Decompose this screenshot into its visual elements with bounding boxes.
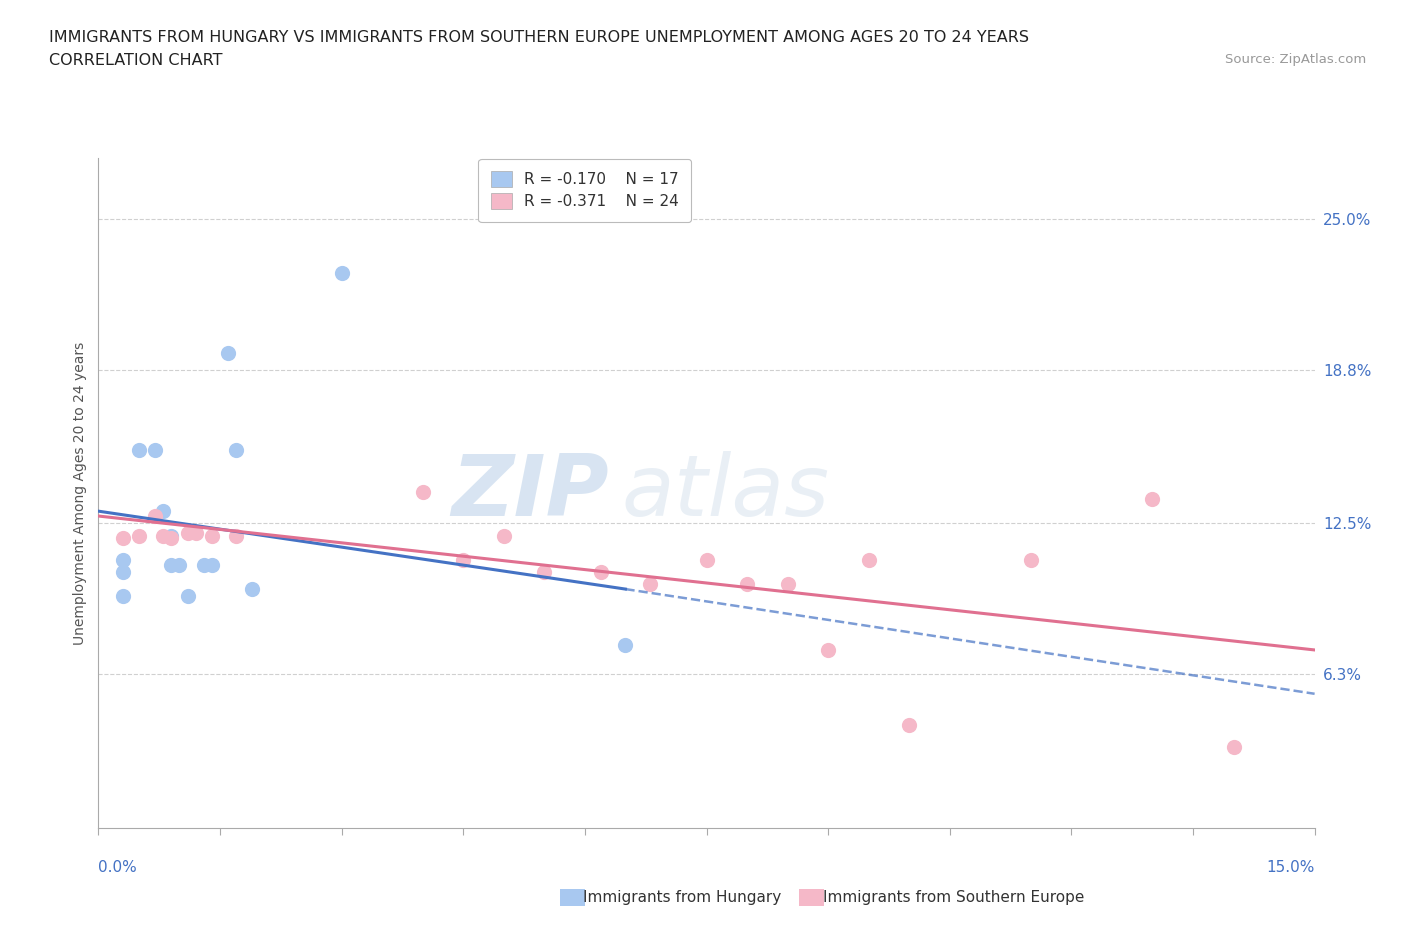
- Point: [817, 643, 839, 658]
- Point: [858, 552, 880, 567]
- Point: [1019, 552, 1042, 567]
- Legend: R = -0.170    N = 17, R = -0.371    N = 24: R = -0.170 N = 17, R = -0.371 N = 24: [478, 159, 692, 221]
- Point: [696, 552, 718, 567]
- Point: [225, 443, 247, 458]
- Text: CORRELATION CHART: CORRELATION CHART: [49, 53, 222, 68]
- Text: atlas: atlas: [621, 451, 830, 535]
- FancyBboxPatch shape: [799, 889, 824, 906]
- Point: [160, 530, 183, 545]
- Point: [176, 525, 198, 540]
- Point: [242, 581, 264, 596]
- Point: [169, 557, 191, 572]
- Text: IMMIGRANTS FROM HUNGARY VS IMMIGRANTS FROM SOUTHERN EUROPE UNEMPLOYMENT AMONG AG: IMMIGRANTS FROM HUNGARY VS IMMIGRANTS FR…: [49, 30, 1029, 45]
- Point: [152, 528, 174, 543]
- Text: Immigrants from Hungary: Immigrants from Hungary: [583, 890, 782, 905]
- Y-axis label: Unemployment Among Ages 20 to 24 years: Unemployment Among Ages 20 to 24 years: [73, 341, 87, 644]
- Point: [201, 557, 224, 572]
- Point: [176, 589, 198, 604]
- Point: [614, 638, 637, 653]
- Point: [533, 565, 555, 579]
- Point: [111, 530, 134, 545]
- Point: [735, 577, 758, 591]
- Point: [128, 443, 150, 458]
- Point: [193, 557, 215, 572]
- Point: [1142, 492, 1164, 507]
- Point: [330, 265, 353, 280]
- Text: Source: ZipAtlas.com: Source: ZipAtlas.com: [1226, 53, 1367, 66]
- Point: [111, 565, 134, 579]
- Point: [111, 589, 134, 604]
- Point: [492, 528, 515, 543]
- Point: [776, 577, 799, 591]
- Point: [217, 345, 239, 360]
- Point: [412, 485, 434, 499]
- Point: [638, 577, 661, 591]
- Point: [152, 504, 174, 519]
- Point: [160, 557, 183, 572]
- FancyBboxPatch shape: [560, 889, 585, 906]
- Point: [184, 525, 207, 540]
- Point: [160, 528, 183, 543]
- Point: [1222, 740, 1244, 755]
- Point: [111, 552, 134, 567]
- Point: [453, 552, 475, 567]
- Point: [591, 565, 613, 579]
- Point: [225, 528, 247, 543]
- Text: 15.0%: 15.0%: [1267, 860, 1315, 875]
- Point: [201, 528, 224, 543]
- Text: Immigrants from Southern Europe: Immigrants from Southern Europe: [823, 890, 1084, 905]
- Text: 0.0%: 0.0%: [98, 860, 138, 875]
- Text: ZIP: ZIP: [451, 451, 609, 535]
- Point: [143, 443, 166, 458]
- Point: [128, 528, 150, 543]
- Point: [898, 718, 921, 733]
- Point: [143, 509, 166, 524]
